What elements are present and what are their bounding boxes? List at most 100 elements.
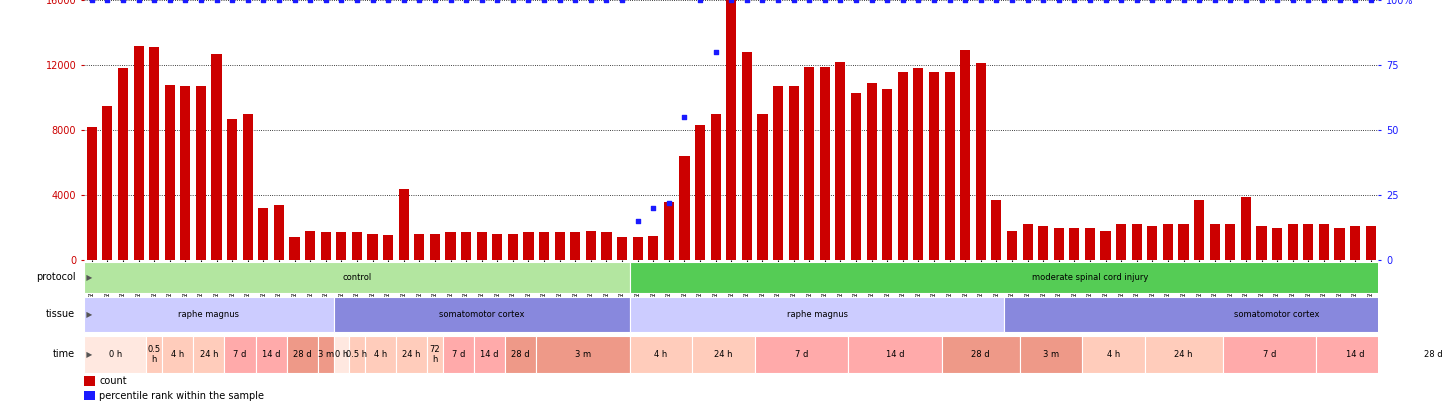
Point — [471, 0, 494, 3]
Point — [673, 114, 696, 120]
Point — [752, 0, 775, 3]
Point — [1079, 0, 1102, 3]
Bar — [211, 53, 222, 260]
Point — [485, 0, 508, 3]
Bar — [446, 232, 456, 260]
Text: 7 d: 7 d — [795, 350, 808, 359]
Bar — [193, 336, 224, 373]
Bar — [1209, 224, 1219, 260]
Text: protocol: protocol — [36, 273, 75, 282]
Point — [455, 0, 478, 3]
Point — [1360, 0, 1383, 3]
Bar — [1006, 231, 1016, 260]
Text: 24 h: 24 h — [1174, 350, 1193, 359]
Bar — [851, 93, 862, 260]
Bar — [695, 125, 705, 260]
Point — [1312, 0, 1335, 3]
Point — [80, 0, 103, 3]
Text: ▶: ▶ — [84, 350, 93, 359]
Point — [1141, 0, 1164, 3]
Point — [1047, 0, 1070, 3]
Bar — [1350, 226, 1360, 260]
Text: moderate spinal cord injury: moderate spinal cord injury — [1032, 273, 1148, 282]
Point — [720, 0, 743, 3]
Text: 7 d: 7 d — [452, 350, 465, 359]
Point — [828, 0, 851, 3]
Point — [766, 0, 789, 3]
Bar — [84, 391, 96, 401]
Point — [392, 0, 416, 3]
Bar — [1054, 228, 1064, 260]
Bar — [523, 232, 533, 260]
Bar — [663, 202, 673, 260]
Bar — [1069, 228, 1079, 260]
Point — [190, 0, 213, 3]
Point — [1063, 0, 1086, 3]
Bar — [243, 114, 253, 260]
Bar — [630, 297, 1003, 332]
Text: 14 d: 14 d — [481, 350, 498, 359]
Point — [579, 0, 602, 3]
Point — [798, 0, 821, 3]
Point — [282, 0, 306, 3]
Bar — [711, 114, 721, 260]
Bar — [505, 336, 536, 373]
Bar — [586, 231, 597, 260]
Bar — [149, 47, 159, 260]
Point — [1250, 0, 1273, 3]
Point — [174, 0, 197, 3]
Bar — [333, 336, 349, 373]
Point — [736, 0, 759, 3]
Point — [1266, 0, 1289, 3]
Point — [220, 0, 243, 3]
Point — [1109, 0, 1132, 3]
Text: 28 d: 28 d — [511, 350, 530, 359]
Bar — [1319, 224, 1329, 260]
Bar — [1335, 228, 1345, 260]
Point — [549, 0, 572, 3]
Point — [860, 0, 883, 3]
Point — [158, 0, 181, 3]
Point — [268, 0, 291, 3]
Point — [595, 0, 618, 3]
Point — [922, 0, 946, 3]
Point — [782, 0, 805, 3]
Point — [1203, 0, 1226, 3]
Point — [330, 0, 353, 3]
Bar — [1316, 336, 1394, 373]
Text: 0.5
h: 0.5 h — [148, 345, 161, 364]
Bar — [319, 336, 333, 373]
Point — [298, 0, 321, 3]
Text: time: time — [54, 350, 75, 359]
Bar — [866, 83, 876, 260]
Text: 0 h: 0 h — [334, 350, 348, 359]
Text: 4 h: 4 h — [654, 350, 668, 359]
Text: 24 h: 24 h — [714, 350, 733, 359]
Point — [626, 218, 649, 224]
Bar — [508, 234, 518, 260]
Point — [563, 0, 586, 3]
Bar — [274, 205, 284, 260]
Bar — [146, 336, 162, 373]
Bar — [320, 232, 330, 260]
Text: tissue: tissue — [46, 309, 75, 320]
Point — [517, 0, 540, 3]
Bar — [181, 86, 191, 260]
Bar — [1132, 224, 1142, 260]
Text: 24 h: 24 h — [200, 350, 219, 359]
Bar — [1022, 224, 1032, 260]
Text: 72
h: 72 h — [430, 345, 440, 364]
Bar — [882, 90, 892, 260]
Bar — [84, 262, 630, 293]
Point — [96, 0, 119, 3]
Bar — [1394, 336, 1448, 373]
Point — [906, 0, 930, 3]
Bar — [255, 336, 287, 373]
Point — [1095, 0, 1118, 3]
Text: 0.5 h: 0.5 h — [346, 350, 368, 359]
Bar — [789, 86, 799, 260]
Point — [533, 0, 556, 3]
Bar — [165, 85, 175, 260]
Bar — [476, 232, 487, 260]
Bar — [224, 336, 255, 373]
